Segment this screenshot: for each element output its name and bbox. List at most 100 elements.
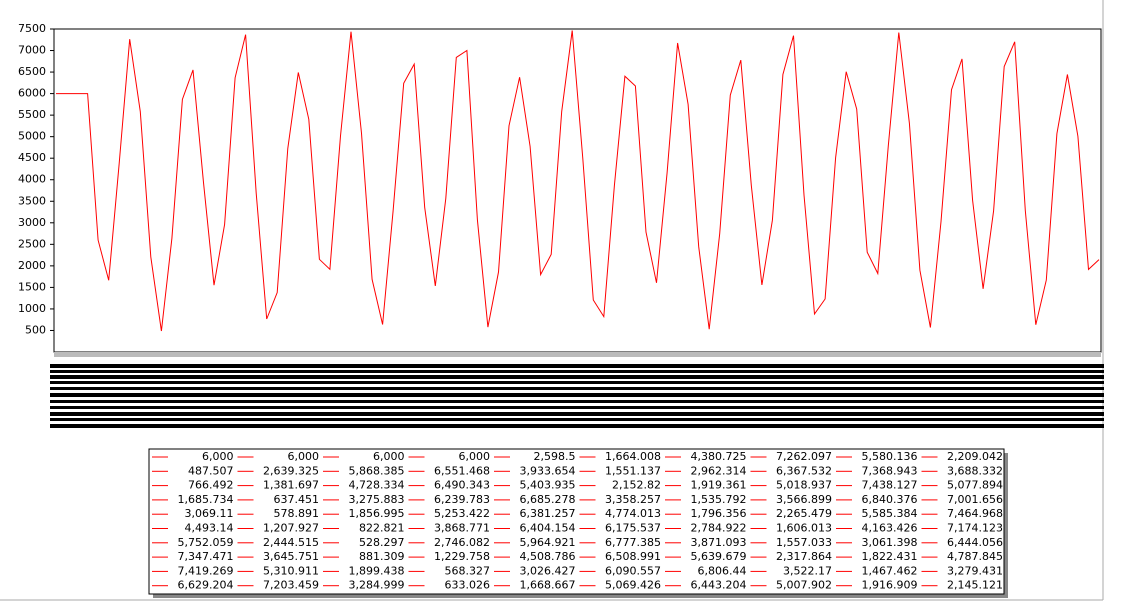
legend-label: 4,380.725 (691, 450, 747, 463)
y-tick-label: 3000 (18, 216, 46, 229)
legend-label: 6,806.44 (698, 564, 747, 577)
legend-label: 637.451 (274, 493, 320, 506)
legend-label: 7,347.471 (178, 550, 234, 563)
y-tick-label: 500 (25, 323, 46, 336)
legend-label: 4,508.786 (520, 550, 576, 563)
legend-label: 6,551.468 (434, 464, 490, 477)
legend-label: 881.309 (359, 550, 405, 563)
legend-label: 3,645.751 (263, 550, 319, 563)
y-tick-label: 7500 (18, 22, 46, 35)
legend-label: 1,551.137 (605, 464, 661, 477)
legend-label: 568.327 (445, 564, 491, 577)
legend-label: 3,868.771 (434, 522, 490, 535)
legend-label: 3,275.883 (349, 493, 405, 506)
legend-label: 6,404.154 (520, 522, 576, 535)
legend-label: 1,856.995 (349, 507, 405, 520)
legend-label: 6,490.343 (434, 479, 490, 492)
plot-area (53, 28, 1102, 353)
y-tick-label: 5500 (18, 108, 46, 121)
y-tick-label: 6500 (18, 65, 46, 78)
legend-label: 5,007.902 (776, 579, 832, 592)
y-tick-label: 2500 (18, 237, 46, 250)
y-tick-label: 1000 (18, 302, 46, 315)
legend-label: 6,000 (202, 450, 234, 463)
legend (148, 448, 1005, 595)
legend-label: 2,784.922 (691, 522, 747, 535)
legend-label: 3,069.11 (185, 507, 234, 520)
legend-label: 6,508.991 (605, 550, 661, 563)
legend-label: 1,557.033 (776, 536, 832, 549)
legend-label: 2,317.864 (776, 550, 832, 563)
legend-label: 7,203.459 (263, 579, 319, 592)
legend-label: 487.507 (188, 464, 234, 477)
legend-label: 1,899.438 (349, 564, 405, 577)
legend-label: 5,310.911 (263, 564, 319, 577)
legend-label: 3,566.899 (776, 493, 832, 506)
legend-label: 5,580.136 (862, 450, 918, 463)
legend-label: 1,229.758 (434, 550, 490, 563)
legend-label: 3,522.17 (783, 564, 832, 577)
legend-label: 4,787.845 (947, 550, 1003, 563)
legend-label: 2,265.479 (776, 507, 832, 520)
legend-label: 6,239.783 (434, 493, 490, 506)
legend-label: 5,077.894 (947, 479, 1003, 492)
legend-label: 1,467.462 (862, 564, 918, 577)
legend-label: 578.891 (274, 507, 320, 520)
legend-label: 2,639.325 (263, 464, 319, 477)
legend-label: 4,163.426 (862, 522, 918, 535)
y-tick-label: 3500 (18, 194, 46, 207)
legend-label: 5,069.426 (605, 579, 661, 592)
y-tick-label: 7000 (18, 44, 46, 57)
y-tick-label: 6000 (18, 87, 46, 100)
legend-label: 2,152.82 (612, 479, 661, 492)
y-tick-label: 4500 (18, 151, 46, 164)
y-tick-label: 2000 (18, 259, 46, 272)
legend-label: 6,175.537 (605, 522, 661, 535)
y-tick-label: 1500 (18, 280, 46, 293)
legend-label: 2,598.5 (534, 450, 576, 463)
legend-label: 3,061.398 (862, 536, 918, 549)
legend-label: 5,752.059 (178, 536, 234, 549)
legend-label: 4,493.14 (185, 522, 234, 535)
legend-label: 633.026 (445, 579, 491, 592)
legend-label: 3,933.654 (520, 464, 576, 477)
legend-label: 1,685.734 (178, 493, 234, 506)
legend-label: 6,777.385 (605, 536, 661, 549)
legend-label: 3,026.427 (520, 564, 576, 577)
legend-label: 4,728.334 (349, 479, 405, 492)
legend-label: 6,840.376 (862, 493, 918, 506)
legend-label: 4,774.013 (605, 507, 661, 520)
legend-label: 7,368.943 (862, 464, 918, 477)
legend-label: 7,419.269 (178, 564, 234, 577)
legend-label: 5,585.384 (862, 507, 918, 520)
legend-label: 2,962.314 (691, 464, 747, 477)
legend-label: 1,822.431 (862, 550, 918, 563)
legend-label: 6,000 (373, 450, 405, 463)
legend-label: 7,262.097 (776, 450, 832, 463)
legend-label: 6,381.257 (520, 507, 576, 520)
legend-label: 1,664.008 (605, 450, 661, 463)
series-line (56, 30, 1100, 332)
legend-label: 5,403.935 (520, 479, 576, 492)
legend-label: 1,796.356 (691, 507, 747, 520)
legend-label: 7,174.123 (947, 522, 1003, 535)
legend-label: 5,018.937 (776, 479, 832, 492)
legend-label: 1,606.013 (776, 522, 832, 535)
legend-label: 6,090.557 (605, 564, 661, 577)
legend-label: 5,253.422 (434, 507, 490, 520)
legend-label: 2,746.082 (434, 536, 490, 549)
legend-label: 6,685.278 (520, 493, 576, 506)
legend-label: 528.297 (359, 536, 405, 549)
legend-label: 7,438.127 (862, 479, 918, 492)
legend-label: 1,207.927 (263, 522, 319, 535)
y-tick-label: 5000 (18, 130, 46, 143)
legend-label: 1,381.697 (263, 479, 319, 492)
legend-label: 1,919.361 (691, 479, 747, 492)
legend-label: 6,443.204 (691, 579, 747, 592)
legend-label: 766.492 (188, 479, 234, 492)
legend-label: 2,145.121 (947, 579, 1003, 592)
legend-label: 5,868.385 (349, 464, 405, 477)
legend-label: 6,000 (288, 450, 320, 463)
legend-label: 7,464.968 (947, 507, 1003, 520)
